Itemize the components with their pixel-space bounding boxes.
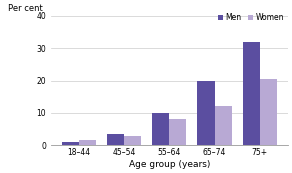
Bar bbox=[169, 119, 187, 145]
Bar bbox=[260, 79, 277, 145]
Bar bbox=[124, 136, 141, 145]
X-axis label: Age group (years): Age group (years) bbox=[128, 160, 210, 169]
Bar bbox=[243, 42, 260, 145]
Bar bbox=[152, 113, 169, 145]
Bar bbox=[107, 134, 124, 145]
Bar bbox=[197, 81, 215, 145]
Bar bbox=[215, 106, 232, 145]
Bar bbox=[79, 140, 96, 145]
Bar bbox=[62, 142, 79, 145]
Text: Per cent: Per cent bbox=[8, 4, 43, 13]
Legend: Men, Women: Men, Women bbox=[218, 13, 284, 22]
